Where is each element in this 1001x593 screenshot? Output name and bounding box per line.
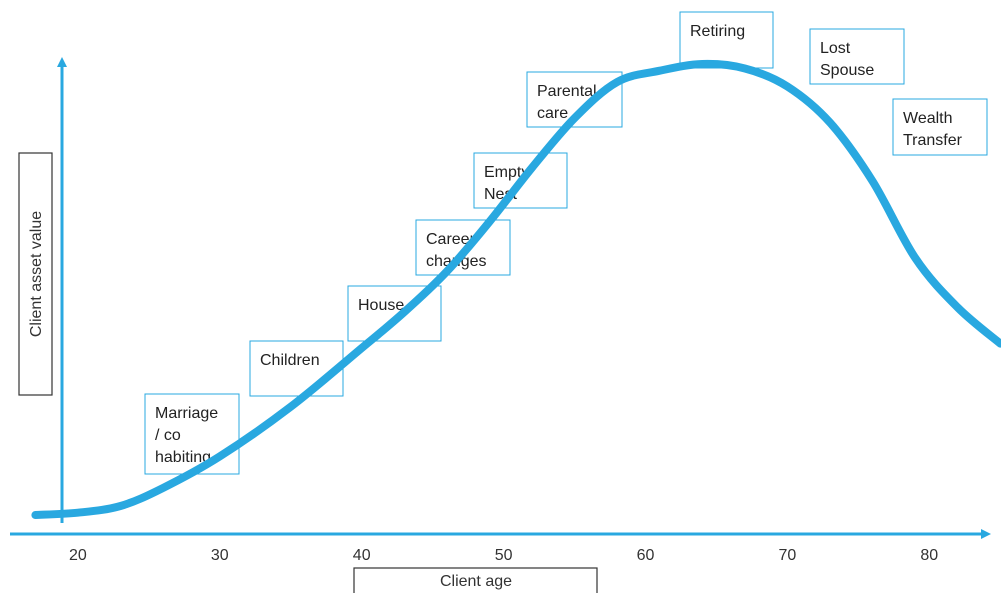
x-tick-label: 60: [637, 547, 655, 564]
stage-label: Wealth Transfer: [903, 110, 963, 149]
x-tick-label: 80: [920, 547, 938, 564]
stage-label-line: Career: [426, 231, 476, 248]
stage-label-line: habiting: [155, 449, 211, 466]
x-tick-label: 20: [69, 547, 87, 564]
stage-box: Marriage / co habiting: [144, 393, 240, 475]
stage-label: Lost Spouse: [820, 40, 874, 79]
stage-box-border: [144, 393, 240, 475]
stage-box-border: [679, 11, 774, 69]
x-tick-label: 40: [353, 547, 371, 564]
stage-label-line: Children: [260, 352, 320, 369]
stage-box-border: [892, 98, 988, 156]
stage-label: Marriage / co habiting: [155, 405, 218, 466]
stage-box: Lost Spouse: [809, 28, 905, 85]
stage-label-line: Parental: [537, 83, 597, 100]
stage-label-line: Marriage: [155, 405, 218, 422]
x-axis-label: Client age: [353, 567, 598, 593]
x-tick-label: 70: [779, 547, 797, 564]
stage-label-line: Wealth: [903, 110, 953, 127]
stage-label: Children: [260, 352, 320, 369]
x-tick-labels: 20 30 40 50 60 70 80: [69, 547, 938, 564]
y-axis-label-text: Client asset value: [28, 211, 45, 337]
stage-label-line: care: [537, 105, 568, 122]
y-axis-label: Client asset value: [18, 152, 53, 396]
x-axis-label-text: Client age: [440, 573, 512, 590]
stage-label-line: Lost: [820, 40, 851, 57]
stage-box: Parental care: [526, 71, 623, 128]
stage-label: Retiring: [690, 23, 745, 40]
stage-label-line: Retiring: [690, 23, 745, 40]
stage-box: Children: [249, 340, 344, 397]
life-stage-boxes: Marriage / co habiting Children House Career c…: [144, 11, 988, 475]
stage-label-line: House: [358, 297, 404, 314]
stage-box-border: [809, 28, 905, 85]
stage-box: Wealth Transfer: [892, 98, 988, 156]
x-tick-label: 50: [495, 547, 513, 564]
asset-value-curve: [31, 59, 1001, 519]
stage-label-line: Empty: [484, 164, 529, 181]
stage-label-line: Spouse: [820, 62, 874, 79]
x-tick-label: 30: [211, 547, 229, 564]
stage-box: Retiring: [679, 11, 774, 69]
stage-label: House: [358, 297, 404, 314]
stage-label-line: Transfer: [903, 132, 963, 149]
stage-label: Parental care: [537, 83, 597, 122]
stage-label-line: / co: [155, 427, 181, 444]
